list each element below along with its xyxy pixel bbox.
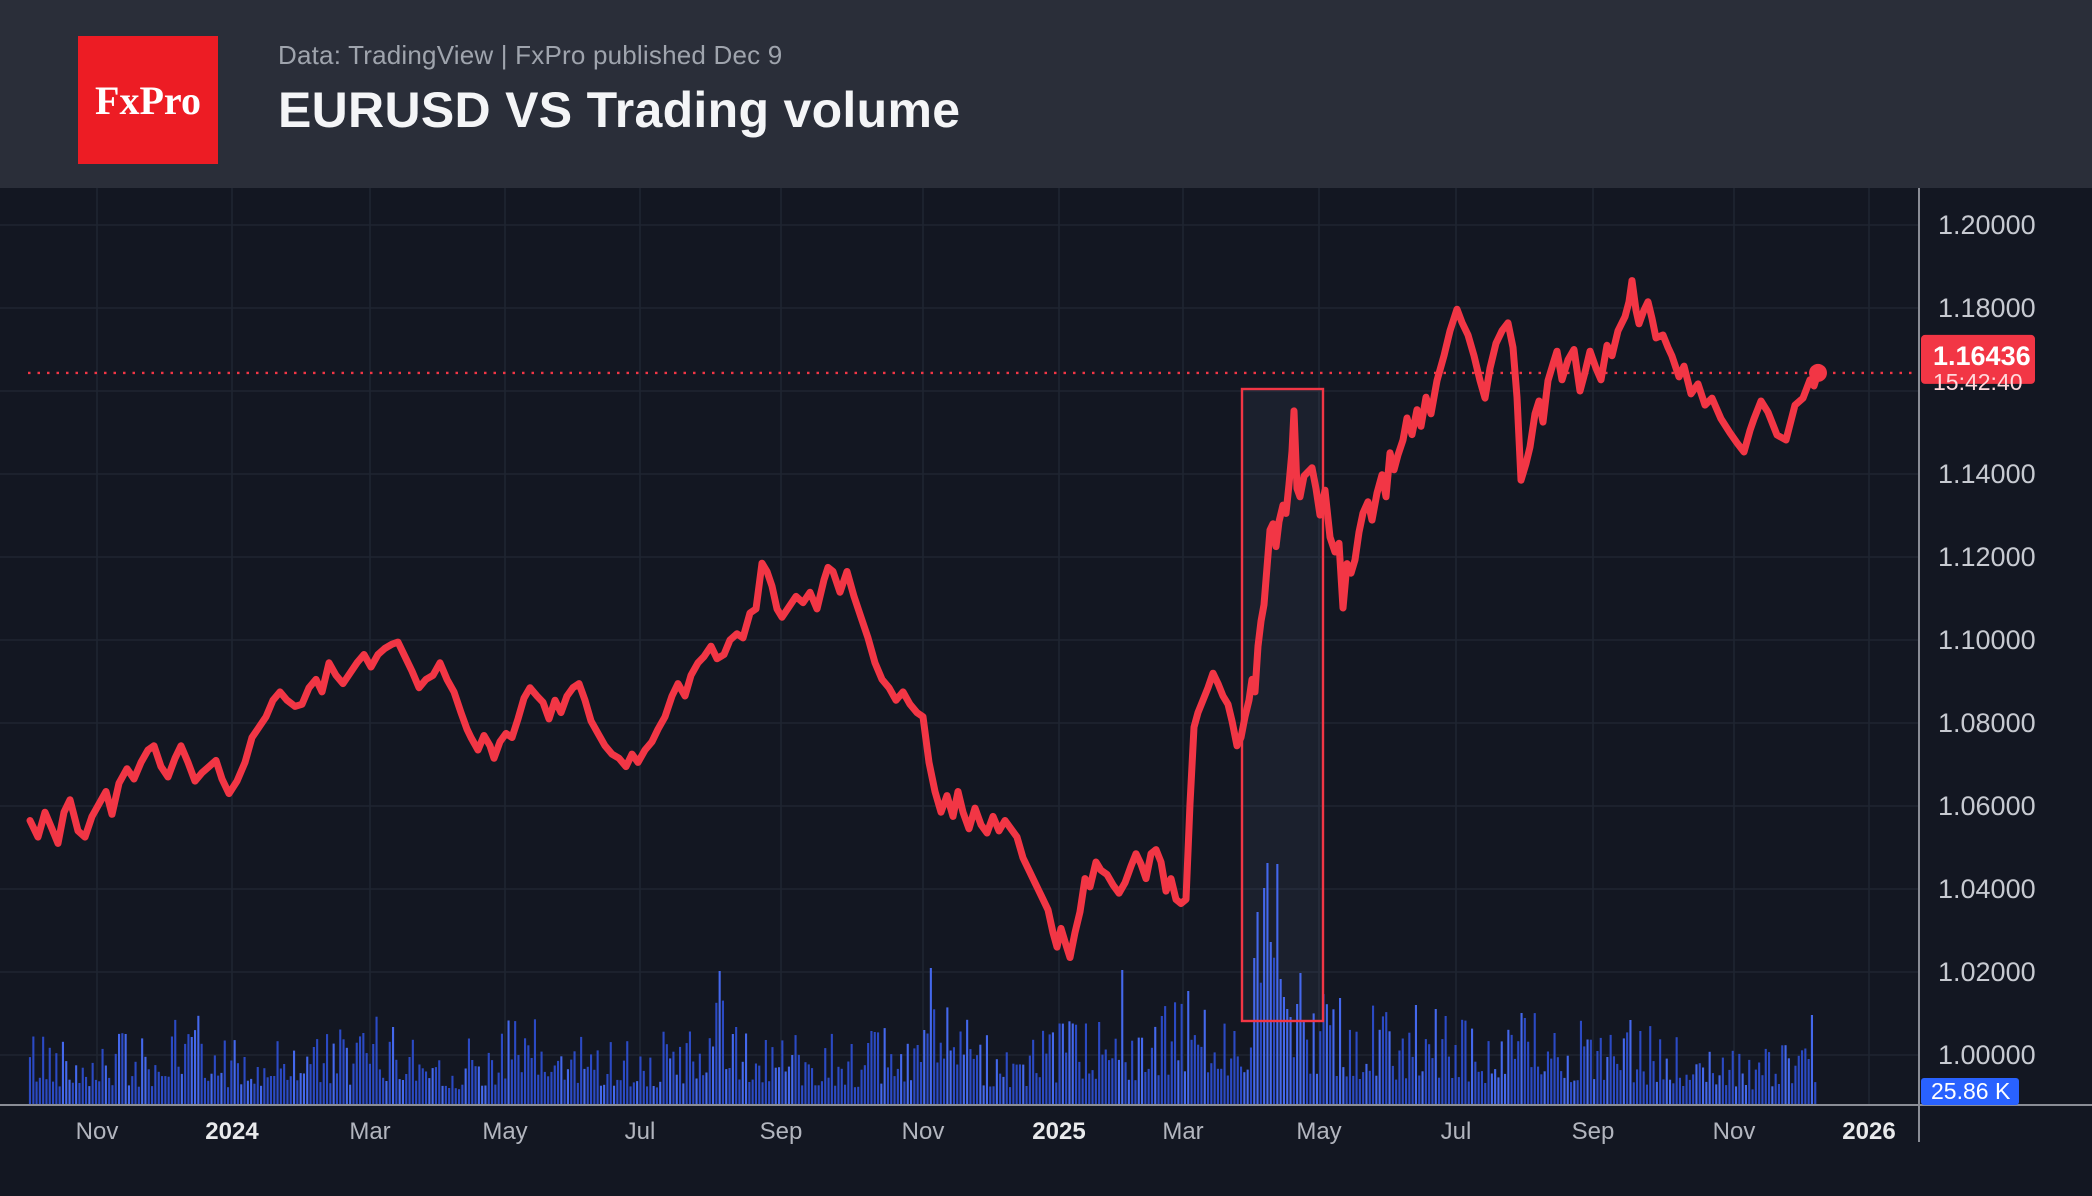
time-axis-labels[interactable]: Nov 2024 Mar May Jul Sep Nov 2025 Mar May Jul Sep No… bbox=[76, 1118, 1896, 1145]
month-tick-label: Mar bbox=[349, 1118, 390, 1145]
price-tick-label: 1.18000 bbox=[1938, 293, 2036, 323]
price-tick-label: 1.04000 bbox=[1938, 874, 2036, 904]
price-tick-label: 1.20000 bbox=[1938, 210, 2036, 240]
price-tick-label: 1.06000 bbox=[1938, 791, 2036, 821]
month-tick-label: Nov bbox=[1713, 1118, 1756, 1145]
last-price-value: 1.16436 bbox=[1933, 341, 2031, 371]
month-tick-label: Nov bbox=[902, 1118, 945, 1145]
highlight-region-border bbox=[1240, 387, 1325, 1023]
price-tick-label: 1.00000 bbox=[1938, 1040, 2036, 1070]
price-tick-label: 1.12000 bbox=[1938, 542, 2036, 572]
last-volume-value: 25.86 K bbox=[1931, 1078, 2011, 1104]
eurusd-price-line bbox=[26, 277, 1822, 961]
fxpro-logo: FxPro bbox=[78, 36, 218, 164]
month-tick-label: Nov bbox=[76, 1118, 119, 1145]
month-tick-label: Mar bbox=[1162, 1118, 1203, 1145]
highlight-region-fill bbox=[1242, 389, 1323, 1021]
last-volume-badge: 25.86 K bbox=[1921, 1078, 2019, 1105]
chart-source-caption: Data: TradingView | FxPro published Dec … bbox=[278, 40, 783, 70]
price-tick-label: 1.02000 bbox=[1938, 957, 2036, 987]
month-tick-label: May bbox=[1296, 1118, 1341, 1145]
month-tick-label: May bbox=[482, 1118, 527, 1145]
grid bbox=[0, 188, 1919, 1105]
header-bar: FxPro Data: TradingView | FxPro publishe… bbox=[0, 0, 2092, 188]
price-axis-labels[interactable]: 1.20000 1.18000 1.14000 1.12000 1.10000 1.080… bbox=[1938, 210, 2036, 1070]
month-tick-label: Sep bbox=[1572, 1118, 1615, 1145]
month-tick-label: Jul bbox=[625, 1118, 656, 1145]
year-tick-label: 2025 bbox=[1032, 1118, 1085, 1145]
last-price-time: 15:42:40 bbox=[1933, 369, 2023, 395]
volume-bars bbox=[28, 863, 1817, 1105]
fxpro-logo-text: FxPro bbox=[95, 77, 201, 123]
price-tick-label: 1.10000 bbox=[1938, 625, 2036, 655]
year-tick-label: 2026 bbox=[1842, 1118, 1895, 1145]
price-tick-label: 1.14000 bbox=[1938, 459, 2036, 489]
month-tick-label: Jul bbox=[1441, 1118, 1472, 1145]
page-title: EURUSD VS Trading volume bbox=[278, 82, 961, 138]
header-text-block: Data: TradingView | FxPro published Dec … bbox=[278, 40, 960, 139]
year-tick-label: 2024 bbox=[205, 1118, 259, 1145]
price-tick-label: 1.08000 bbox=[1938, 708, 2036, 738]
last-price-marker bbox=[1809, 363, 1827, 382]
month-tick-label: Sep bbox=[760, 1118, 803, 1145]
